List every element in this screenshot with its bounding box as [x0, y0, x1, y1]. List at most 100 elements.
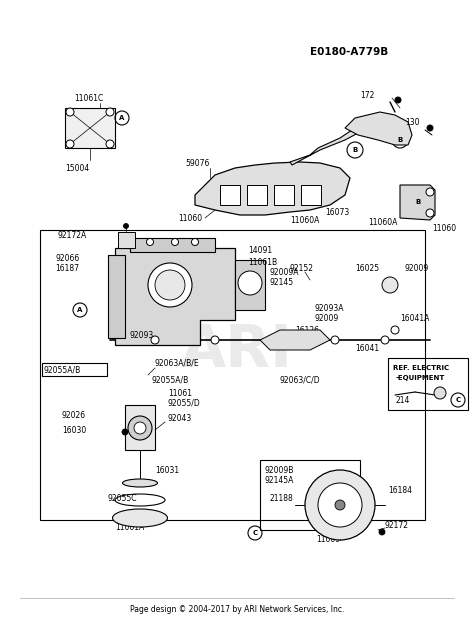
Polygon shape — [108, 255, 125, 338]
Text: 130: 130 — [405, 118, 419, 126]
Text: A: A — [77, 307, 82, 313]
Circle shape — [66, 140, 74, 148]
Text: 92093: 92093 — [130, 331, 154, 339]
Polygon shape — [118, 232, 135, 248]
Text: 92055C: 92055C — [108, 493, 137, 503]
Text: 11060A: 11060A — [290, 215, 319, 225]
Polygon shape — [195, 162, 350, 215]
Text: 15004: 15004 — [65, 163, 89, 173]
Circle shape — [335, 500, 345, 510]
Text: -EQUIPMENT: -EQUIPMENT — [396, 375, 446, 381]
Circle shape — [191, 238, 199, 246]
Circle shape — [434, 387, 446, 399]
Polygon shape — [220, 185, 240, 205]
Text: 16126: 16126 — [295, 326, 319, 334]
Text: B: B — [415, 199, 420, 205]
Text: 16187: 16187 — [55, 264, 79, 272]
Text: C: C — [253, 530, 257, 536]
Text: 92043: 92043 — [168, 413, 192, 423]
Text: 92145A: 92145A — [265, 475, 294, 485]
Text: C: C — [456, 397, 461, 403]
Text: 92152: 92152 — [290, 264, 314, 272]
Text: 59076: 59076 — [185, 158, 210, 168]
Text: 14091: 14091 — [248, 246, 272, 254]
Text: A: A — [119, 115, 125, 121]
Text: 16030: 16030 — [62, 425, 86, 435]
Polygon shape — [260, 330, 330, 350]
Polygon shape — [345, 112, 412, 145]
Text: 92055A/B: 92055A/B — [44, 365, 81, 374]
Circle shape — [151, 336, 159, 344]
Polygon shape — [115, 248, 235, 345]
Text: 21188: 21188 — [270, 493, 294, 503]
Ellipse shape — [112, 509, 167, 527]
Text: 16184: 16184 — [388, 485, 412, 495]
Circle shape — [331, 336, 339, 344]
Text: REF. ELECTRIC: REF. ELECTRIC — [393, 365, 449, 371]
Polygon shape — [235, 260, 265, 310]
Bar — [260, 460, 360, 530]
Text: 11061C: 11061C — [74, 93, 103, 103]
Circle shape — [382, 277, 398, 293]
Circle shape — [172, 238, 179, 246]
Text: 214: 214 — [396, 396, 410, 404]
Text: 11061A: 11061A — [115, 524, 144, 532]
Circle shape — [426, 188, 434, 196]
Polygon shape — [274, 185, 294, 205]
Circle shape — [379, 529, 385, 535]
Text: 92066: 92066 — [55, 254, 79, 262]
Circle shape — [106, 140, 114, 148]
Circle shape — [391, 326, 399, 334]
Bar — [125, 405, 155, 450]
Text: 16025: 16025 — [355, 264, 379, 272]
Text: B: B — [352, 147, 357, 153]
Circle shape — [148, 263, 192, 307]
Circle shape — [106, 108, 114, 116]
Circle shape — [238, 271, 262, 295]
Text: 11061B: 11061B — [248, 258, 277, 267]
Text: 92063A/B/E: 92063A/B/E — [155, 358, 200, 368]
Text: 11061: 11061 — [168, 389, 192, 397]
Text: 11060: 11060 — [432, 223, 456, 233]
Circle shape — [271, 336, 279, 344]
Text: 92093A: 92093A — [315, 303, 345, 313]
Circle shape — [211, 336, 219, 344]
Text: 11060: 11060 — [178, 214, 202, 222]
Text: B: B — [397, 137, 402, 143]
Polygon shape — [290, 118, 368, 165]
Ellipse shape — [122, 479, 157, 487]
Polygon shape — [247, 185, 267, 205]
Circle shape — [155, 270, 185, 300]
Circle shape — [122, 429, 128, 435]
Bar — [42, 363, 107, 376]
Text: 172: 172 — [360, 90, 374, 100]
Text: E0180-A779B: E0180-A779B — [310, 47, 388, 57]
Text: ARI: ARI — [181, 321, 293, 378]
Text: 92172A: 92172A — [58, 230, 87, 240]
Polygon shape — [65, 108, 115, 148]
Text: 92172: 92172 — [385, 521, 409, 529]
Circle shape — [427, 125, 433, 131]
Bar — [388, 358, 468, 410]
Text: 92009: 92009 — [315, 313, 339, 322]
Text: 92055/D: 92055/D — [168, 399, 201, 407]
Circle shape — [305, 470, 375, 540]
Text: 92009A: 92009A — [270, 267, 300, 277]
Text: 11060A: 11060A — [368, 217, 397, 227]
Polygon shape — [301, 185, 321, 205]
Text: 16041A: 16041A — [400, 313, 429, 322]
Text: 16073: 16073 — [325, 207, 349, 217]
Polygon shape — [130, 238, 215, 252]
Text: 92009: 92009 — [405, 264, 429, 272]
Text: 16041: 16041 — [355, 344, 379, 352]
Circle shape — [426, 209, 434, 217]
Text: 11009: 11009 — [316, 535, 340, 545]
Circle shape — [66, 108, 74, 116]
Circle shape — [134, 422, 146, 434]
Text: 92009B: 92009B — [265, 465, 294, 475]
Text: 92145: 92145 — [270, 277, 294, 287]
Text: 92026: 92026 — [62, 410, 86, 420]
Circle shape — [128, 416, 152, 440]
Text: 16031: 16031 — [155, 465, 179, 475]
Text: Page design © 2004-2017 by ARI Network Services, Inc.: Page design © 2004-2017 by ARI Network S… — [130, 605, 344, 615]
